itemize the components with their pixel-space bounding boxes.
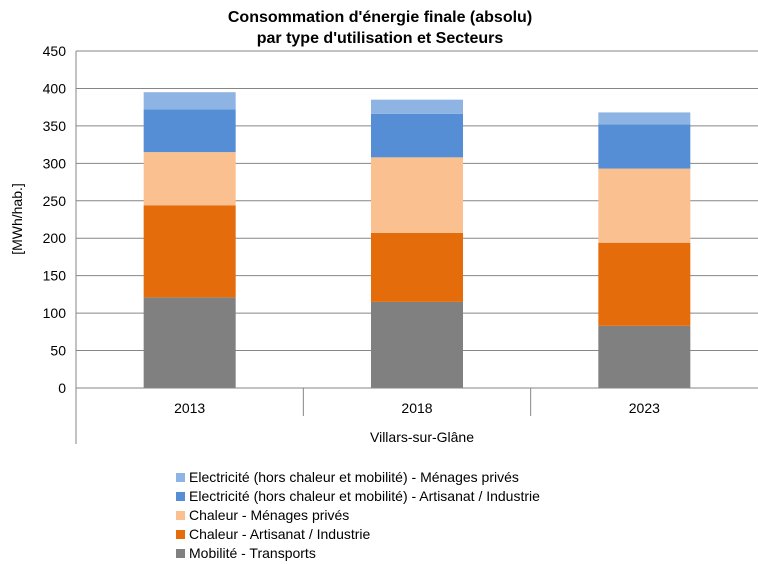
y-tick-label: 250 bbox=[43, 193, 67, 209]
chart-title-line-2: par type d'utilisation et Secteurs bbox=[257, 30, 504, 47]
x-tick-label: 2023 bbox=[629, 400, 660, 416]
legend-swatch bbox=[176, 473, 185, 482]
y-tick-label: 50 bbox=[50, 343, 66, 359]
legend-swatch bbox=[176, 511, 185, 520]
legend-label: Electricité (hors chaleur et mobilité) -… bbox=[189, 488, 540, 504]
y-tick-label: 150 bbox=[43, 268, 67, 284]
legend-swatch bbox=[176, 549, 185, 558]
bar-segment bbox=[371, 301, 463, 388]
x-tick-label: 2013 bbox=[174, 400, 205, 416]
legend-swatch bbox=[176, 492, 185, 501]
y-axis-title: [MWh/hab.] bbox=[9, 183, 25, 255]
bar-segment bbox=[143, 297, 236, 388]
y-tick-label: 300 bbox=[43, 155, 67, 171]
bars bbox=[143, 92, 691, 388]
axes bbox=[75, 51, 758, 444]
bar-segment bbox=[371, 157, 463, 233]
bar-segment bbox=[371, 232, 463, 302]
legend-label: Chaleur - Artisanat / Industrie bbox=[189, 526, 371, 542]
bar-segment bbox=[143, 109, 236, 153]
y-tick-label: 100 bbox=[43, 305, 67, 321]
bar-segment bbox=[598, 112, 691, 125]
legend-label: Electricité (hors chaleur et mobilité) -… bbox=[189, 469, 519, 485]
chart-title: Consommation d'énergie finale (absolu) p… bbox=[228, 9, 532, 47]
bar-segment bbox=[598, 124, 691, 169]
bar-segment bbox=[143, 152, 236, 206]
bar-segment bbox=[371, 113, 463, 158]
bar-segment bbox=[598, 168, 691, 243]
legend: Electricité (hors chaleur et mobilité) -… bbox=[176, 469, 540, 561]
bar-segment bbox=[598, 325, 691, 388]
x-tick-label: 2018 bbox=[401, 400, 432, 416]
y-axis-tick-labels: 0 50 100 150 200 250 300 350 400 450 bbox=[43, 43, 67, 396]
y-tick-label: 350 bbox=[43, 118, 67, 134]
y-tick-label: 400 bbox=[43, 80, 67, 96]
x-axis-tick-labels: 2013 2018 2023 bbox=[174, 400, 660, 416]
legend-swatch bbox=[176, 530, 185, 539]
y-tick-label: 0 bbox=[58, 380, 66, 396]
y-tick-label: 450 bbox=[43, 43, 67, 59]
bar-segment bbox=[143, 92, 236, 110]
y-tick-label: 200 bbox=[43, 230, 67, 246]
bar-segment bbox=[143, 205, 236, 298]
legend-label: Chaleur - Ménages privés bbox=[189, 507, 349, 523]
bar-segment bbox=[371, 99, 463, 114]
bar-segment bbox=[598, 242, 691, 326]
chart-title-line-1: Consommation d'énergie finale (absolu) bbox=[228, 9, 532, 26]
legend-label: Mobilité - Transports bbox=[189, 545, 316, 561]
x-axis-group-label: Villars-sur-Glâne bbox=[370, 429, 474, 445]
